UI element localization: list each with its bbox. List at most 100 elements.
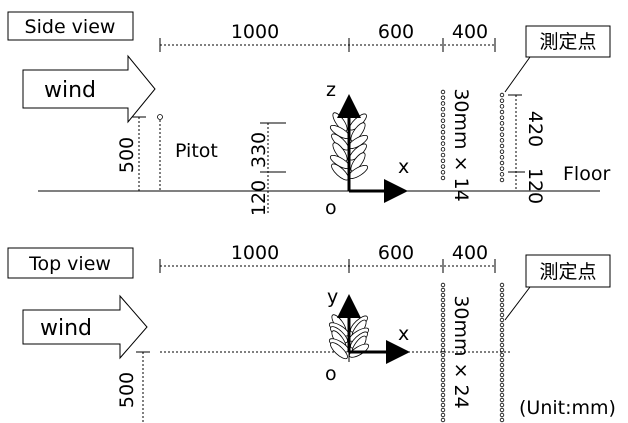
origin: o: [325, 363, 337, 385]
probe-point: [499, 121, 505, 126]
plant-height: 120: [248, 180, 270, 216]
probe-point: [440, 322, 446, 328]
probe-point: [499, 138, 505, 143]
probe-point: [499, 382, 505, 388]
leaf: [332, 142, 348, 162]
probe-point: [499, 302, 505, 308]
probe-point: [499, 407, 505, 413]
column-height: 420: [524, 111, 546, 147]
probe-point: [440, 297, 446, 303]
probe-point: [499, 412, 505, 418]
probe-point: [499, 312, 505, 318]
probe-point: [440, 387, 446, 393]
probe-point: [440, 377, 446, 383]
probe-point: [499, 155, 505, 160]
probe-point: [440, 397, 446, 403]
probe-point: [440, 135, 446, 141]
probe-point: [499, 109, 505, 115]
probe-point: [499, 143, 505, 149]
probe-point: [440, 129, 446, 135]
leaf: [350, 122, 366, 142]
probe-point: [440, 332, 446, 338]
probe-point: [440, 382, 446, 388]
probe-point: [499, 392, 505, 398]
probe-point: [499, 92, 505, 98]
dimension: 600: [378, 21, 414, 43]
leader: [504, 56, 531, 93]
probe-point: [499, 317, 505, 323]
wind-arrow: [22, 54, 156, 124]
probe-point: [440, 367, 446, 373]
origin: o: [325, 197, 337, 219]
probe-point: [499, 337, 505, 343]
probe-point: [440, 337, 446, 343]
leaf: [350, 152, 366, 172]
title-box: [7, 247, 134, 279]
plant-height: 330: [248, 132, 270, 168]
probe-point: [499, 104, 505, 109]
probe-point: [440, 170, 446, 175]
probe-column: [499, 282, 505, 423]
view-title: Side view: [25, 16, 116, 38]
probe-point: [440, 317, 446, 323]
probe-point: [499, 332, 505, 338]
probe-point: [440, 402, 446, 408]
pitot-height: 500: [116, 137, 138, 173]
probe-point: [440, 392, 446, 398]
probe-point: [499, 126, 505, 132]
probe-point: [499, 98, 505, 103]
probe-point: [499, 307, 505, 313]
plant: [329, 112, 369, 188]
dimension: 1000: [231, 21, 279, 43]
probe-point: [440, 417, 446, 423]
axis-label: x: [398, 323, 409, 345]
probe-point: [499, 352, 505, 358]
label-box: [525, 254, 611, 288]
probe-point: [440, 124, 446, 129]
probe-point: [440, 302, 446, 308]
probe-point: [499, 115, 505, 120]
probe-point: [499, 327, 505, 333]
probe-point: [440, 327, 446, 333]
floor-label: Floor: [563, 163, 610, 185]
probe-point: [440, 89, 446, 95]
probe-point: [440, 357, 446, 363]
probe-point: [499, 149, 505, 154]
probe-point: [499, 347, 505, 353]
unit: (Unit:mm): [519, 397, 616, 419]
pitot-label: Pitot: [175, 140, 218, 162]
leaf: [332, 112, 348, 132]
probe-point: [440, 175, 446, 181]
probe-point: [440, 118, 446, 123]
probe-point: [440, 347, 446, 353]
probe-point: [440, 412, 446, 418]
label-box: [525, 25, 611, 58]
pitot-head: [157, 114, 163, 120]
probe-column: [440, 89, 446, 181]
axis-label: x: [398, 156, 409, 178]
probe-point: [440, 101, 446, 106]
probe-point: [440, 95, 446, 100]
column-height: 120: [524, 168, 546, 204]
probe-point: [440, 147, 446, 152]
probe-point: [499, 282, 505, 288]
probe-point: [440, 292, 446, 298]
axis-label: y: [327, 286, 338, 308]
probe-column: [440, 282, 446, 423]
leaf: [330, 342, 348, 360]
title-box: [7, 11, 134, 41]
probe-point: [440, 362, 446, 368]
column-label: 30mm × 24: [450, 295, 472, 408]
probe-point: [499, 342, 505, 348]
dimension-line: [159, 38, 496, 52]
axis-label: z: [326, 79, 336, 101]
probe-point: [499, 292, 505, 298]
probe-point: [440, 287, 446, 293]
column-label: 30mm × 14: [450, 88, 472, 201]
probe-point: [440, 106, 446, 112]
wind: wind: [44, 78, 96, 103]
probe-point: [499, 417, 505, 423]
dimension: 400: [452, 21, 488, 43]
dimension: 1000: [231, 242, 279, 264]
